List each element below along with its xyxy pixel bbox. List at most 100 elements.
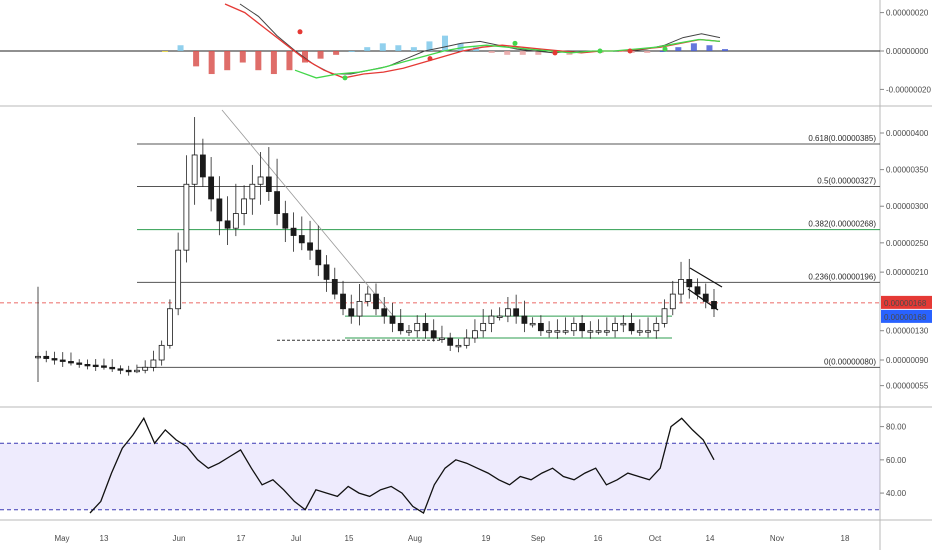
candle-body bbox=[307, 242, 313, 251]
macd-histogram-bar bbox=[317, 51, 324, 59]
rsi-y-tick-label: 40.00 bbox=[886, 489, 907, 498]
macd-cross-dot bbox=[427, 56, 433, 62]
candle-body bbox=[348, 308, 355, 317]
candle-body bbox=[117, 368, 124, 371]
price-y-tick-label: 0.00000250 bbox=[886, 239, 929, 248]
macd-cross-dot bbox=[342, 75, 348, 81]
macd-y-tick-label: 0.00000020 bbox=[886, 9, 929, 18]
macd-histogram-bar bbox=[473, 47, 480, 51]
candle-body bbox=[513, 308, 520, 317]
candle-body bbox=[439, 337, 445, 340]
candle-body bbox=[167, 308, 173, 346]
candle-body bbox=[241, 198, 247, 214]
candle-body bbox=[59, 359, 66, 362]
rsi-line bbox=[89, 416, 715, 514]
price-y-tick-label: 0.00000400 bbox=[886, 129, 929, 138]
candle-body bbox=[414, 322, 421, 332]
candle-body bbox=[430, 330, 437, 339]
candle-body bbox=[694, 286, 701, 295]
last-price-badge bbox=[881, 295, 932, 309]
candle-body bbox=[661, 308, 668, 324]
candle-body bbox=[579, 322, 585, 332]
macd-histogram-bar bbox=[239, 51, 246, 63]
candle-body bbox=[290, 227, 297, 236]
macd-histogram-bar bbox=[706, 45, 713, 51]
candle-body bbox=[257, 176, 264, 185]
candle-body bbox=[595, 330, 602, 333]
candle-body bbox=[472, 330, 478, 339]
trend-line bbox=[221, 109, 396, 319]
candle-body bbox=[323, 264, 330, 280]
price-y-tick-label: 0.00000300 bbox=[886, 202, 929, 211]
macd-histogram-bar bbox=[286, 51, 293, 71]
candle-body bbox=[678, 279, 684, 295]
macd-histogram-bar bbox=[162, 51, 168, 52]
candle-body bbox=[406, 330, 412, 333]
macd-histogram-bar bbox=[457, 43, 464, 51]
candle-body bbox=[76, 362, 83, 365]
candle-body bbox=[150, 359, 157, 368]
candle-body bbox=[265, 176, 272, 192]
macd-histogram-bar bbox=[333, 51, 340, 55]
macd-histogram-bar bbox=[504, 51, 511, 55]
candle-body bbox=[521, 315, 528, 324]
fib-level-label: 0.5(0.00000327) bbox=[817, 176, 876, 185]
candle-body bbox=[620, 322, 627, 326]
macd-histogram-bar bbox=[410, 47, 417, 51]
candle-body bbox=[463, 337, 470, 346]
candle-body bbox=[570, 322, 577, 332]
candle-body bbox=[669, 293, 676, 310]
x-tick-label: Nov bbox=[770, 534, 784, 543]
candle-body bbox=[142, 366, 149, 371]
fib-level-label: 0(0.00000080) bbox=[824, 357, 876, 366]
macd-histogram-bar bbox=[644, 51, 651, 53]
candle-body bbox=[505, 308, 511, 317]
x-tick-label: Oct bbox=[649, 534, 662, 543]
candle-body bbox=[562, 330, 569, 333]
macd-histogram-bar bbox=[177, 45, 184, 51]
x-tick-label: 13 bbox=[100, 534, 109, 543]
last-price-label-secondary: 0.00000168 bbox=[884, 313, 927, 322]
candle-body bbox=[397, 322, 404, 332]
candle-body bbox=[488, 315, 495, 324]
fib-level-label: 0.382(0.00000268) bbox=[808, 220, 876, 229]
price-y-tick-label: 0.00000130 bbox=[886, 327, 929, 336]
candle-body bbox=[232, 213, 239, 229]
candle-body bbox=[529, 322, 536, 326]
macd-histogram-bar bbox=[193, 51, 200, 67]
candle-body bbox=[364, 293, 371, 302]
candle-body bbox=[422, 322, 429, 332]
candle-body bbox=[373, 293, 379, 310]
fib-level-label: 0.236(0.00000196) bbox=[808, 272, 876, 281]
fib-level-label: 0.618(0.00000385) bbox=[808, 134, 876, 143]
candle-body bbox=[645, 330, 651, 333]
macd-cross-dot bbox=[662, 46, 668, 52]
candle-body bbox=[389, 315, 396, 324]
candle-body bbox=[546, 330, 553, 333]
candle-body bbox=[537, 322, 544, 332]
candle-body bbox=[603, 330, 610, 333]
candle-body bbox=[381, 308, 388, 317]
candle-body bbox=[51, 358, 58, 361]
candle-body bbox=[175, 249, 182, 310]
candle-body bbox=[199, 154, 206, 178]
macd-y-tick-label: -0.00000020 bbox=[886, 85, 931, 94]
candle-body bbox=[496, 315, 503, 318]
macd-histogram-bar bbox=[255, 51, 262, 71]
candle-body bbox=[68, 361, 74, 364]
macd-line-bullish bbox=[294, 38, 721, 79]
macd-histogram-bar bbox=[488, 51, 495, 53]
macd-cross-dot bbox=[297, 29, 303, 35]
macd-histogram-bar bbox=[208, 51, 215, 75]
candle-body bbox=[612, 322, 618, 332]
macd-histogram-bar bbox=[395, 45, 402, 51]
x-tick-label: Jul bbox=[291, 534, 301, 543]
last-price-label: 0.00000168 bbox=[884, 299, 927, 308]
candle-body bbox=[587, 330, 594, 333]
macd-histogram-bar bbox=[690, 43, 697, 51]
price-y-tick-label: 0.00000055 bbox=[886, 382, 929, 391]
rsi-y-tick-label: 80.00 bbox=[886, 423, 907, 432]
